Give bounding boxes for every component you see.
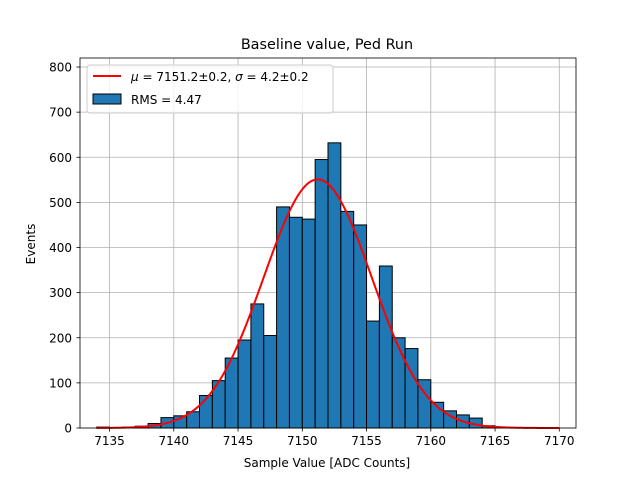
histogram-bar <box>340 210 355 429</box>
histogram-bar <box>404 348 419 429</box>
histogram-bar <box>314 159 329 429</box>
x-tick-label: 7170 <box>544 434 575 448</box>
x-tick-label: 7140 <box>159 434 190 448</box>
legend-box <box>86 64 334 114</box>
legend-histogram-swatch <box>92 93 122 105</box>
gaussian-fit-curve <box>96 178 560 429</box>
y-tick-label: 800 <box>49 61 72 75</box>
axis-ticks: 7135 7140 7145 7150 7155 7160 7165 7170 0 100 200 3… <box>49 61 574 448</box>
histogram-bar <box>263 335 278 429</box>
y-tick-label: 400 <box>49 241 72 255</box>
x-tick-label: 7145 <box>223 434 254 448</box>
legend: μ = 7151.2±0.2, σ = 4.2±0.2 RMS = 4.47 <box>86 64 334 114</box>
x-tick-label: 7150 <box>287 434 318 448</box>
y-tick-label: 100 <box>49 376 72 390</box>
y-tick-label: 700 <box>49 106 72 120</box>
histogram-bar <box>250 303 265 429</box>
y-tick-label: 0 <box>64 422 72 436</box>
histogram-bar <box>199 395 213 429</box>
y-tick-label: 200 <box>49 331 72 345</box>
x-tick-label: 7165 <box>480 434 511 448</box>
legend-fit-label: μ = 7151.2±0.2, σ = 4.2±0.2 <box>130 70 309 84</box>
histogram-bars <box>96 142 522 429</box>
histogram-bar <box>391 337 406 429</box>
histogram-bar <box>288 216 303 429</box>
histogram-bar <box>276 206 290 429</box>
y-tick-label: 300 <box>49 286 72 300</box>
histogram-bar <box>237 339 252 429</box>
histogram-bar <box>378 265 393 429</box>
y-tick-label: 500 <box>49 196 72 210</box>
plot-frame <box>79 57 577 429</box>
histogram-bar <box>301 218 316 429</box>
x-tick-label: 7155 <box>351 434 382 448</box>
legend-histogram-label: RMS = 4.47 <box>131 93 202 107</box>
x-tick-label: 7160 <box>416 434 447 448</box>
histogram-bar <box>366 320 380 429</box>
x-tick-label: 7135 <box>94 434 125 448</box>
x-axis-label: Sample Value [ADC Counts] <box>244 456 410 470</box>
y-tick-label: 600 <box>49 151 72 165</box>
chart-title: Baseline value, Ped Run <box>241 37 413 53</box>
y-axis-label: Events <box>24 224 38 265</box>
